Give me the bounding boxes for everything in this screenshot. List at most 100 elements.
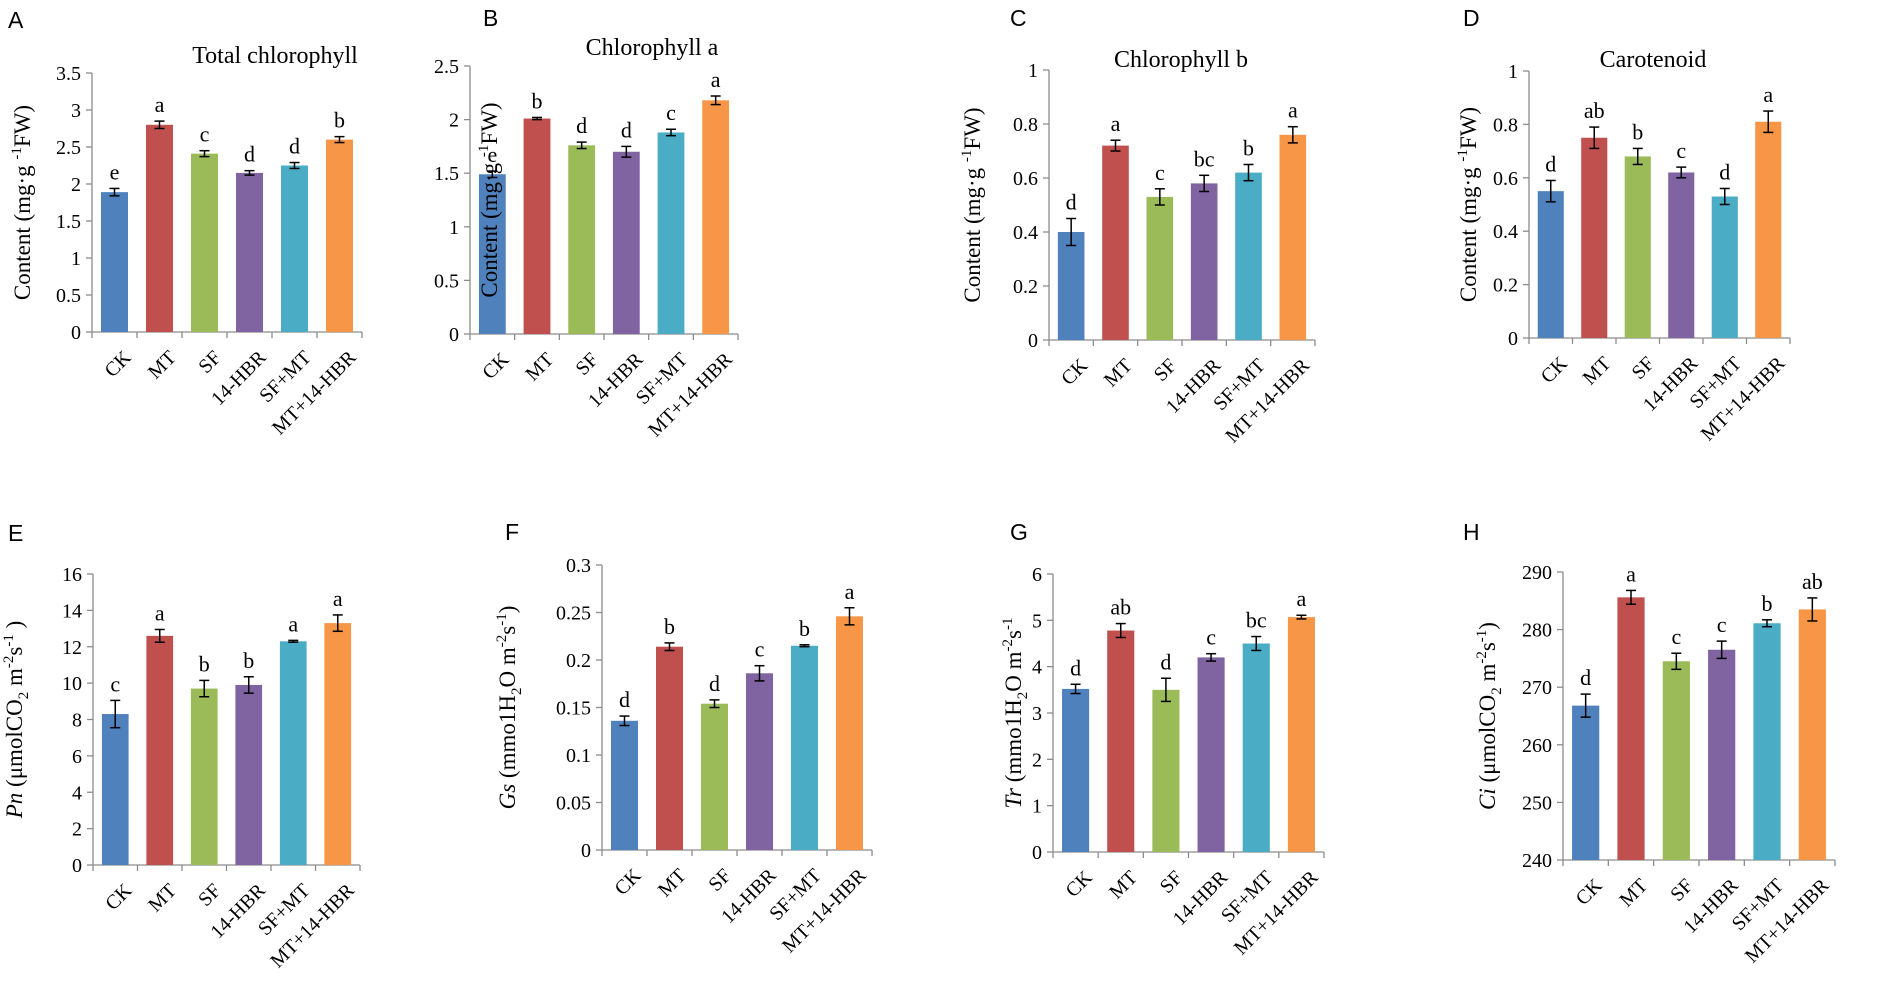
bar-mt: [1581, 137, 1608, 338]
significance-label: c: [1717, 612, 1727, 637]
bar-mt: [523, 118, 551, 334]
y-axis-label-part: 2: [509, 688, 525, 696]
bar-14-hbr: [1197, 657, 1225, 852]
significance-label: a: [288, 611, 298, 636]
y-tick-label: 4: [72, 782, 82, 804]
significance-label: b: [334, 108, 345, 133]
y-axis-label-part: 2: [16, 692, 32, 700]
significance-label: d: [1545, 151, 1556, 176]
significance-label: b: [243, 648, 254, 673]
significance-label: a: [711, 67, 721, 92]
category-label: CK: [100, 346, 136, 382]
y-axis-label-part: -1: [476, 145, 492, 158]
chart-panel-e: E0246810121416cCKaMTbSFb14-HBRaSF+MTaMT+…: [1, 520, 361, 972]
y-tick-label: 5: [1032, 610, 1042, 632]
significance-label: c: [200, 122, 210, 147]
category-label: SF: [1628, 353, 1659, 384]
y-axis-label-part: FW): [10, 105, 35, 147]
y-axis-label-part: s: [2, 647, 27, 656]
y-axis-label: Content (mg·g -1FW): [1455, 107, 1481, 302]
y-axis-label-part: 2: [1015, 692, 1031, 700]
y-axis-label-part: -1: [1455, 149, 1471, 162]
y-axis-label-part: -1: [494, 613, 510, 626]
chart-title: Total chlorophyll: [192, 43, 358, 69]
y-tick-label: 290: [1522, 562, 1552, 584]
bar-14-hbr: [235, 684, 263, 865]
y-axis-label-part: Gs: [495, 784, 520, 810]
category-label: CK: [1057, 354, 1093, 390]
significance-label: d: [1066, 190, 1077, 215]
category-label: MT: [1105, 867, 1142, 904]
bar-mt: [146, 124, 173, 332]
category-label: CK: [478, 348, 514, 384]
bar-mt-14-hbr: [1287, 617, 1315, 852]
y-axis-label: Tr (mmo1H2O m-2s-1: [1000, 618, 1031, 809]
significance-label: a: [155, 92, 165, 117]
y-tick-label: 2: [449, 110, 459, 132]
significance-label: c: [1676, 138, 1686, 163]
y-tick-label: 1.5: [434, 163, 459, 185]
y-tick-label: 0.3: [566, 555, 591, 577]
bar-ck: [1537, 191, 1564, 338]
y-tick-label: 2: [71, 174, 81, 196]
significance-label: c: [666, 100, 676, 125]
y-axis-label: Ci (μmolCO2 m-2s-1): [1474, 622, 1505, 810]
bar-mt: [1107, 630, 1135, 852]
y-axis-label-part: -2: [1474, 651, 1490, 664]
y-axis-label-part: Pn: [2, 793, 27, 820]
bar-ck: [1572, 705, 1600, 860]
chart-title: Chlorophyll b: [1114, 47, 1248, 73]
significance-label: ab: [1110, 595, 1131, 620]
y-axis-label-part: ): [2, 621, 27, 634]
chart-panel-g: G0123456dCKabMTdSFc14-HBRbcSF+MTaMT+14-H…: [1000, 519, 1325, 959]
significance-label: d: [1719, 159, 1730, 184]
y-axis-label-part: Ci: [1475, 788, 1500, 810]
y-tick-label: 1: [1028, 60, 1038, 82]
y-axis-label-part: s: [1001, 630, 1026, 639]
category-label: SF: [572, 349, 603, 380]
significance-label: b: [1762, 591, 1773, 616]
category-label: MT: [144, 880, 181, 917]
bar-sf-mt: [1753, 623, 1781, 860]
y-tick-label: 0: [449, 324, 459, 346]
y-tick-label: 14: [62, 600, 82, 622]
y-tick-label: 0: [1508, 328, 1518, 350]
y-axis-label-part: O m: [1001, 651, 1026, 691]
bar-mt-14-hbr: [836, 616, 863, 850]
bar-14-hbr: [746, 673, 773, 850]
y-axis-label-part: ): [1475, 622, 1500, 630]
category-label: CK: [1062, 866, 1098, 902]
category-label: SF: [1156, 867, 1187, 898]
y-tick-label: 2.5: [434, 56, 459, 78]
y-axis-label-part: -1: [1, 634, 17, 647]
y-axis-label-part: -1: [959, 150, 975, 163]
bar-sf-mt: [1711, 196, 1738, 338]
y-axis-label-part: (mmo1H: [495, 695, 520, 784]
category-label: SF: [194, 880, 225, 911]
y-axis-label: Gs (mmo1H2O m-2s-1): [494, 606, 525, 810]
y-axis-label-part: Content (mg·g: [10, 160, 35, 301]
significance-label: a: [845, 579, 855, 604]
y-tick-label: 240: [1522, 850, 1552, 872]
panel-letter: E: [8, 520, 23, 546]
y-axis-label-part: -2: [494, 635, 510, 648]
chart-panel-f: F00.050.10.150.20.250.3dCKbMTdSFc14-HBRb…: [494, 519, 873, 957]
y-tick-label: 6: [72, 746, 82, 768]
significance-label: b: [532, 88, 543, 113]
significance-label: e: [487, 142, 497, 167]
significance-label: bc: [1194, 146, 1215, 171]
y-tick-label: 0.2: [1493, 275, 1518, 297]
bar-sf: [190, 688, 218, 865]
y-tick-label: 3: [1032, 703, 1042, 725]
y-tick-label: 280: [1522, 620, 1552, 642]
bar-sf-mt: [1242, 643, 1270, 852]
bar-14-hbr: [1190, 183, 1218, 340]
y-tick-label: 0.2: [1013, 276, 1038, 298]
y-tick-label: 0.8: [1493, 114, 1518, 136]
bar-mt: [146, 635, 174, 865]
y-tick-label: 1: [1032, 796, 1042, 818]
bar-ck: [101, 192, 128, 332]
y-tick-label: 6: [1032, 564, 1042, 586]
significance-label: b: [1632, 119, 1643, 144]
